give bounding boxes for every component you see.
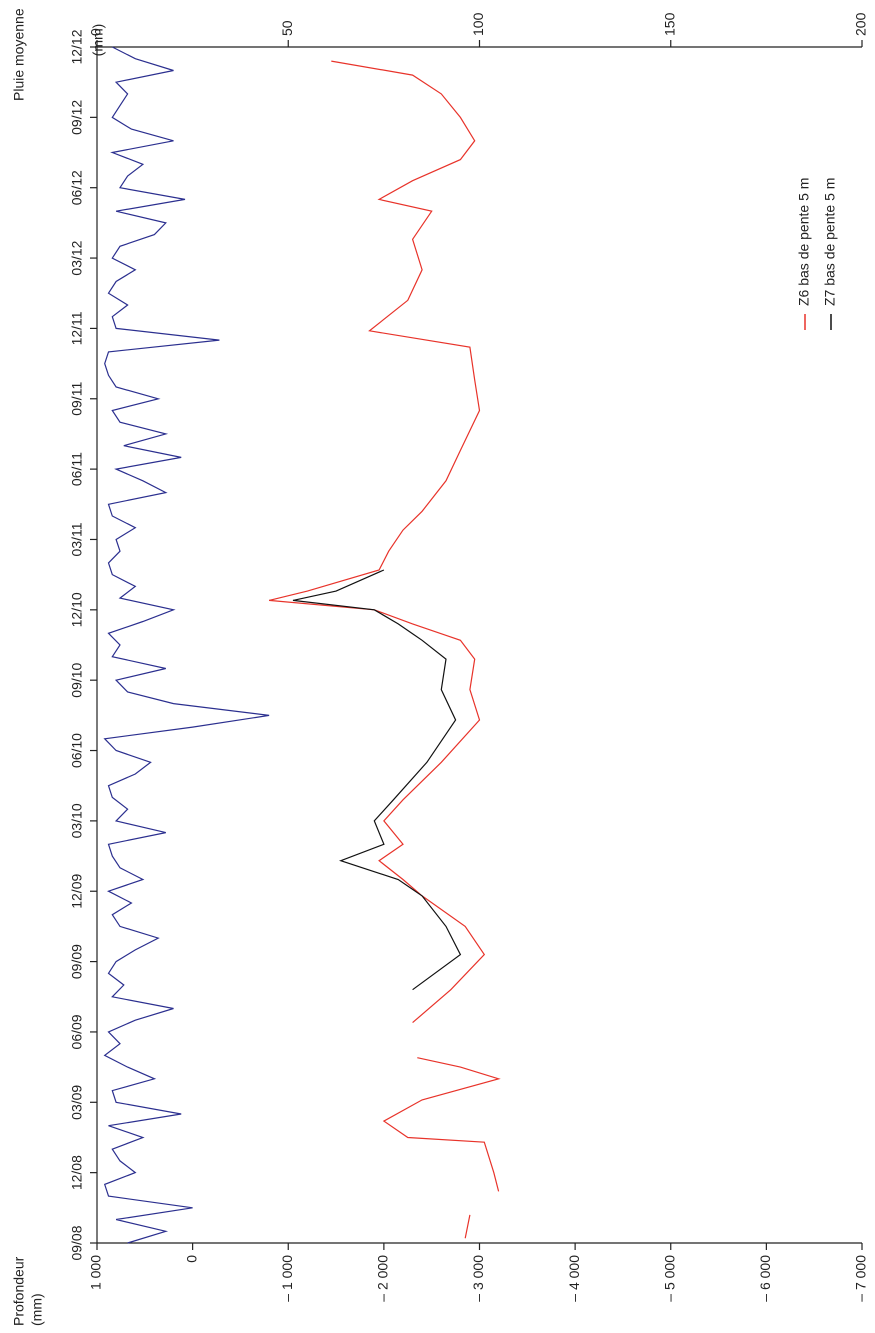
x-tick-label: 06/12 (69, 170, 85, 205)
x-tick-label: 06/10 (69, 733, 85, 768)
x-tick-label: 09/08 (69, 1225, 85, 1260)
y-tick-label: – 7 000 (853, 1255, 869, 1302)
y-axis-title: Profondeur (11, 1256, 27, 1326)
y2-tick-label: 100 (470, 12, 486, 36)
x-tick-label: 12/12 (69, 29, 85, 64)
x-tick-label: 09/12 (69, 100, 85, 135)
y-tick-label: – 5 000 (661, 1255, 677, 1302)
y2-axis-title: Pluie moyenne (11, 8, 27, 101)
x-tick-label: 03/11 (69, 522, 85, 556)
y-axis-title: (mm) (29, 1293, 45, 1326)
y2-tick-label: 150 (661, 12, 677, 36)
x-tick-label: 09/09 (69, 944, 85, 979)
y-tick-label: – 2 000 (375, 1255, 391, 1302)
x-tick-label: 09/11 (69, 382, 85, 416)
x-tick-label: 09/10 (69, 662, 85, 697)
y2-axis-title: (mm) (90, 24, 106, 57)
x-tick-label: 12/11 (69, 311, 85, 345)
series-line (268, 60, 501, 1239)
y2-tick-label: 50 (279, 20, 295, 36)
series-line (292, 569, 462, 991)
x-tick-label: 03/09 (69, 1085, 85, 1120)
y-tick-label: 1 000 (88, 1255, 104, 1290)
x-tick-label: 03/10 (69, 803, 85, 838)
y2-tick-label: 200 (853, 12, 869, 36)
x-tick-label: 06/09 (69, 1014, 85, 1049)
x-tick-label: 06/11 (69, 452, 85, 486)
legend-label: Z7 bas de pente 5 m (822, 178, 838, 306)
x-tick-label: 12/08 (69, 1155, 85, 1190)
x-tick-label: 12/09 (69, 874, 85, 909)
y-tick-label: – 1 000 (279, 1255, 295, 1302)
y-tick-label: 0 (183, 1255, 199, 1263)
legend-label: Z6 bas de pente 5 m (796, 178, 812, 306)
y2-tick-label: 0 (88, 28, 104, 36)
y-tick-label: – 4 000 (566, 1255, 582, 1302)
y-tick-label: – 3 000 (470, 1255, 486, 1302)
x-tick-label: 12/10 (69, 592, 85, 627)
y-tick-label: – 6 000 (757, 1255, 773, 1302)
series-line (103, 46, 270, 1244)
x-tick-label: 03/12 (69, 240, 85, 275)
